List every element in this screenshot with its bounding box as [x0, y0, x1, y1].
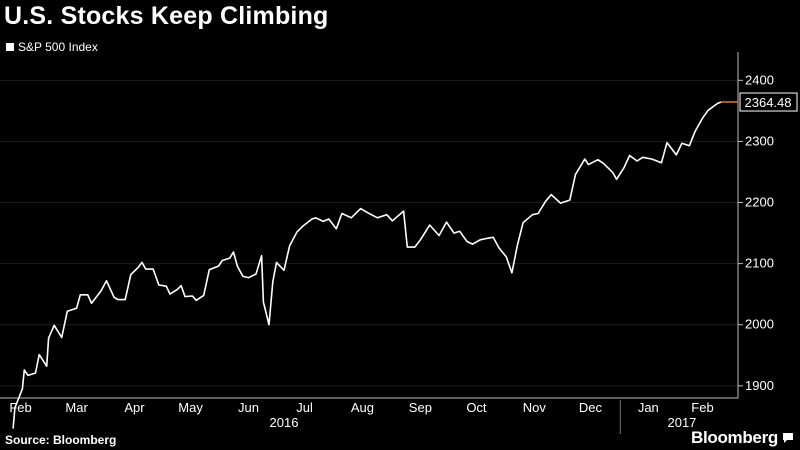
- y-tick-label: 2200: [745, 195, 774, 210]
- last-value-box: [739, 92, 798, 112]
- x-tick-label: Jun: [238, 400, 259, 415]
- y-tick-label: 2300: [745, 133, 774, 148]
- year-label: 2017: [667, 415, 696, 430]
- x-tick-label: Oct: [466, 400, 487, 415]
- series-line-sp500: [12, 101, 722, 429]
- x-tick-label: Apr: [124, 400, 145, 415]
- x-tick-label: Feb: [9, 400, 31, 415]
- year-label: 2016: [270, 415, 299, 430]
- x-tick-label: Feb: [691, 400, 713, 415]
- y-tick-label: 2400: [745, 72, 774, 87]
- brand-wordmark: Bloomberg: [690, 428, 778, 447]
- legend: S&P 500 Index: [6, 40, 98, 54]
- x-tick-label: Sep: [409, 400, 432, 415]
- x-tick-label: Dec: [579, 400, 603, 415]
- y-tick-label: 2000: [745, 317, 774, 332]
- y-tick-label: 1900: [745, 378, 774, 393]
- legend-label: S&P 500 Index: [18, 40, 98, 54]
- speech-bubble-icon: [783, 433, 793, 443]
- x-tick-label: Mar: [65, 400, 88, 415]
- x-tick-label: Nov: [523, 400, 547, 415]
- x-tick-label: May: [178, 400, 203, 415]
- last-value-label: 2364.48: [745, 95, 792, 110]
- legend-swatch: [6, 43, 14, 51]
- source-note: Source: Bloomberg: [5, 433, 117, 447]
- x-tick-label: Jan: [638, 400, 659, 415]
- chart-title: U.S. Stocks Keep Climbing: [4, 2, 329, 30]
- x-tick-label: Jul: [296, 400, 313, 415]
- x-tick-label: Aug: [351, 400, 374, 415]
- y-tick-label: 2100: [745, 256, 774, 271]
